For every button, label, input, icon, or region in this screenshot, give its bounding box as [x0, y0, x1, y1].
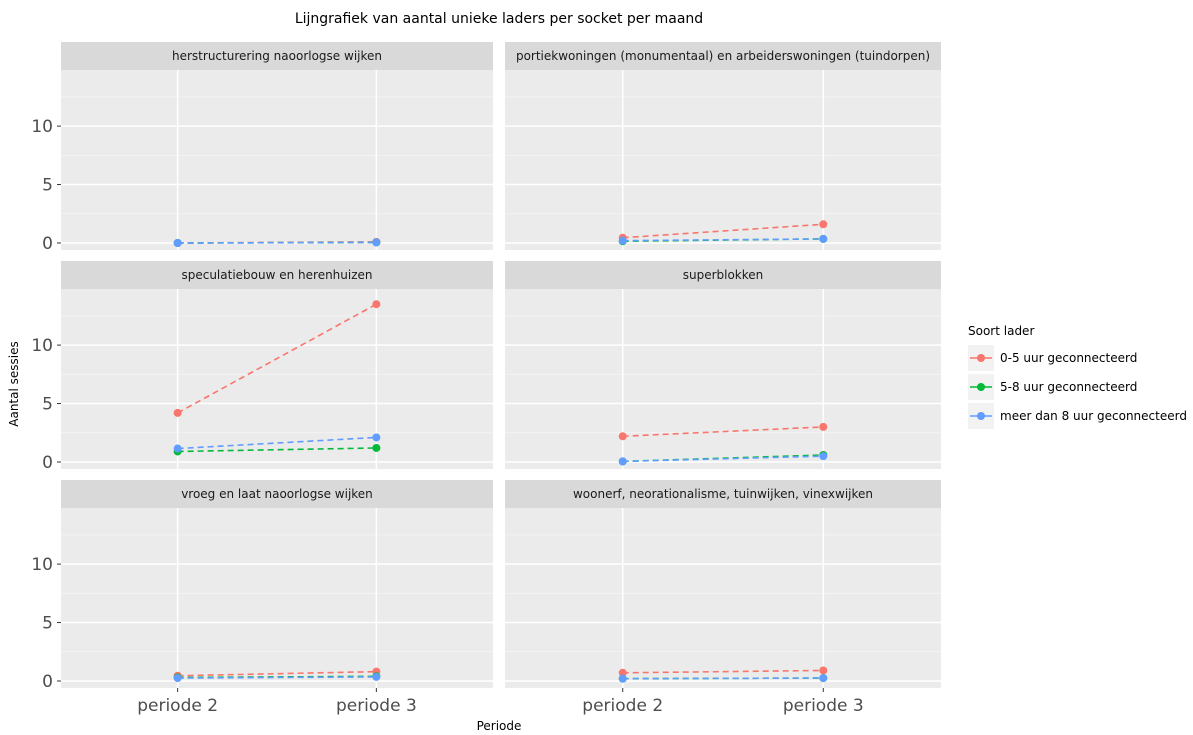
panels-layer: herstructurering naoorlogse wijken 0 5 10 po…	[31, 42, 941, 716]
x-tick-label: periode 3	[783, 696, 864, 716]
panel-background	[505, 289, 941, 469]
legend-marker	[977, 412, 985, 420]
data-point	[819, 422, 828, 431]
panel-background	[505, 508, 941, 688]
panel-strip	[505, 42, 941, 70]
panel-4: superblokken	[505, 261, 941, 469]
panel-strip	[505, 261, 941, 289]
data-point	[372, 672, 381, 681]
data-point	[618, 236, 627, 245]
panel-strip	[61, 261, 493, 289]
x-axis-title: Periode	[477, 719, 522, 733]
legend-label: 0-5 uur geconnecteerd	[1000, 351, 1137, 365]
data-point	[819, 674, 828, 683]
data-point	[618, 668, 627, 677]
y-axis-title: Aantal sessies	[7, 341, 21, 426]
x-tick-label: periode 2	[582, 696, 663, 716]
series-line	[177, 241, 377, 244]
legend-item: meer dan 8 uur geconnecteerd	[968, 403, 1187, 429]
y-tick-label: 10	[31, 117, 53, 137]
panel-2: portiekwoningen (monumentaal) en arbeide…	[505, 42, 941, 250]
legend-item: 5-8 uur geconnecteerd	[968, 374, 1137, 400]
chart-title: Lijngrafiek van aantal unieke laders per…	[295, 11, 703, 27]
series-line	[177, 436, 377, 450]
panel-1: herstructurering naoorlogse wijken 0 5 10	[31, 42, 493, 254]
series-line	[622, 223, 824, 239]
panel-title: woonerf, neorationalisme, tuinwijken, vi…	[573, 487, 873, 501]
panel-title: herstructurering naoorlogse wijken	[172, 49, 382, 63]
legend-label: meer dan 8 uur geconnecteerd	[1000, 409, 1187, 423]
data-point	[173, 408, 182, 417]
panel-5: vroeg en laat naoorlogse wijken 0 5 10 perio…	[31, 480, 493, 716]
panel-title: vroeg en laat naoorlogse wijken	[181, 487, 373, 501]
y-tick-label: 0	[42, 453, 53, 473]
y-tick-label: 0	[42, 234, 53, 254]
data-point	[819, 220, 828, 229]
legend-item: 0-5 uur geconnecteerd	[968, 345, 1137, 371]
series-line	[622, 238, 824, 242]
legend: Soort lader 0-5 uur geconnecteerd 5-8 uur…	[968, 324, 1187, 429]
data-point	[173, 674, 182, 683]
panel-6: woonerf, neorationalisme, tuinwijken, vi…	[505, 480, 941, 716]
data-point	[819, 666, 828, 675]
panel-background	[505, 70, 941, 250]
series-line	[177, 670, 377, 677]
panel-title: speculatiebouw en herenhuizen	[181, 268, 372, 282]
panel-title: superblokken	[683, 268, 764, 282]
legend-marker	[977, 354, 985, 362]
data-point	[618, 457, 627, 466]
series-line	[177, 303, 377, 414]
panel-background	[61, 508, 493, 688]
series-line	[177, 447, 377, 453]
series-line	[177, 676, 377, 679]
data-point	[173, 238, 182, 247]
panel-strip	[505, 480, 941, 508]
data-point	[372, 238, 381, 247]
y-tick-label: 10	[31, 555, 53, 575]
data-point	[372, 433, 381, 442]
series-line	[622, 669, 824, 674]
legend-label: 5-8 uur geconnecteerd	[1000, 380, 1137, 394]
y-tick-label: 10	[31, 336, 53, 356]
panel-strip	[61, 480, 493, 508]
data-point	[618, 432, 627, 441]
panel-background	[61, 289, 493, 469]
legend-marker	[977, 383, 985, 391]
series-line	[622, 677, 824, 680]
data-point	[819, 234, 828, 243]
y-tick-label: 5	[42, 176, 53, 196]
x-tick-label: periode 3	[336, 696, 417, 716]
y-tick-label: 5	[42, 614, 53, 634]
y-tick-label: 0	[42, 672, 53, 692]
panel-3: speculatiebouw en herenhuizen 0 5 10	[31, 261, 493, 473]
legend-entries: 0-5 uur geconnecteerd 5-8 uur geconnectee…	[968, 345, 1187, 429]
data-point	[173, 444, 182, 453]
data-point	[819, 452, 828, 461]
panel-title: portiekwoningen (monumentaal) en arbeide…	[516, 49, 930, 63]
data-point	[372, 443, 381, 452]
panel-background	[61, 70, 493, 250]
x-tick-label: periode 2	[137, 696, 218, 716]
data-point	[618, 674, 627, 683]
panel-strip	[61, 42, 493, 70]
data-point	[372, 300, 381, 309]
legend-title: Soort lader	[968, 324, 1034, 338]
series-line	[622, 426, 824, 438]
series-line	[622, 455, 824, 463]
y-tick-label: 5	[42, 395, 53, 415]
